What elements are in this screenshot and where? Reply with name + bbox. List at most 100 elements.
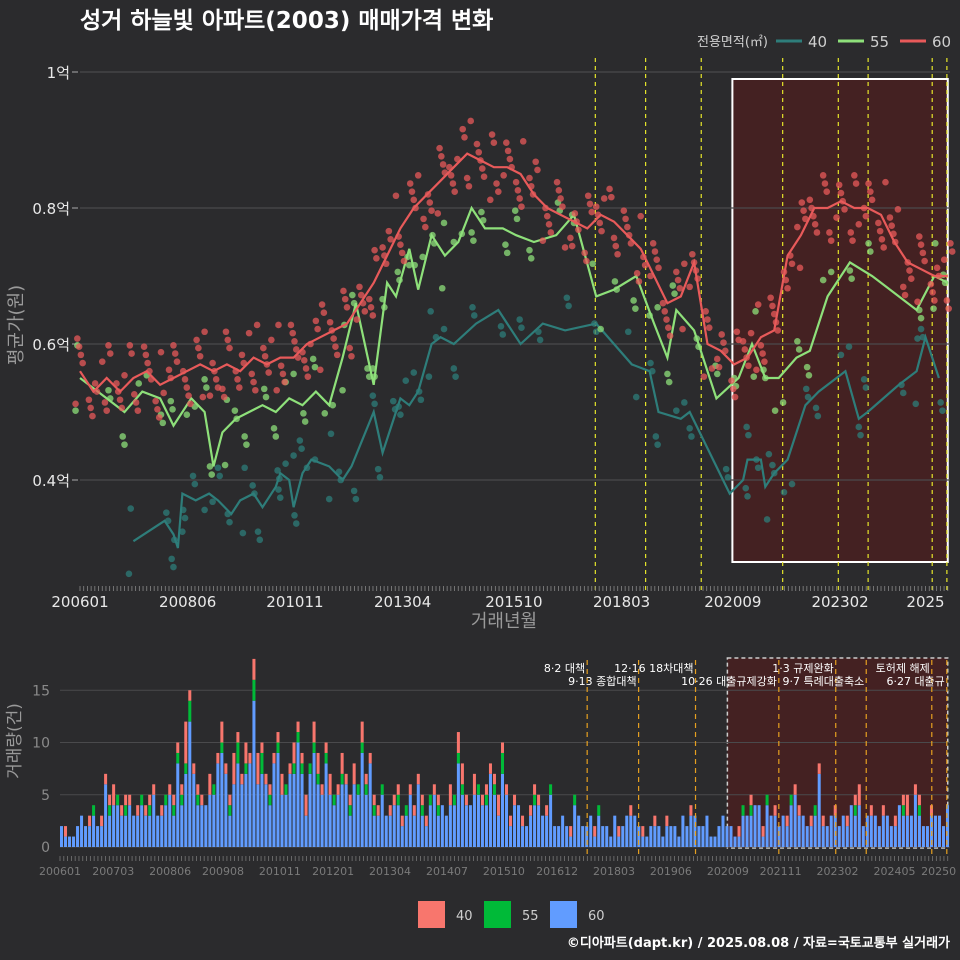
volume-bar-55 <box>108 805 112 816</box>
trade-point-60 <box>666 332 674 340</box>
trade-point-60 <box>821 180 829 187</box>
trade-point-60 <box>75 343 83 351</box>
volume-bar-60 <box>765 805 769 847</box>
volume-bar-40 <box>264 773 268 785</box>
bottom-legend-key-40 <box>418 901 445 928</box>
trade-point-40 <box>352 495 360 503</box>
volume-bar-60 <box>320 794 324 847</box>
trade-point-60 <box>408 188 416 195</box>
volume-bar-60 <box>677 836 681 847</box>
trade-point-60 <box>769 302 776 310</box>
trade-point-60 <box>449 180 457 187</box>
trade-point-60 <box>620 207 628 215</box>
trade-point-60 <box>806 196 814 204</box>
volume-bar-55 <box>428 794 432 806</box>
volume-x-tick-label: 201304 <box>369 865 411 878</box>
trade-point-55 <box>511 207 519 215</box>
trade-point-60 <box>833 214 840 221</box>
x-tick-label: 201510 <box>485 593 542 611</box>
volume-bar-60 <box>176 763 180 847</box>
trade-point-60 <box>373 255 380 262</box>
trade-point-60 <box>187 400 194 408</box>
volume-bar-60 <box>180 805 184 847</box>
volume-bar-40 <box>809 815 813 827</box>
volume-bar-60 <box>561 815 565 847</box>
trade-point-40 <box>632 393 640 401</box>
volume-bar-55 <box>533 794 537 806</box>
trade-point-60 <box>132 399 140 406</box>
volume-bar-40 <box>893 815 897 827</box>
volume-bar-60 <box>328 794 332 847</box>
trade-point-60 <box>480 173 488 181</box>
volume-bar-40 <box>460 763 464 785</box>
x-tick-label: 200601 <box>51 593 108 611</box>
trade-point-60 <box>811 221 819 228</box>
trade-point-60 <box>855 221 863 228</box>
volume-bar-60 <box>136 815 140 847</box>
volume-bar-55 <box>420 805 424 816</box>
trade-point-60 <box>302 365 310 372</box>
trade-point-60 <box>385 227 393 235</box>
trade-point-60 <box>813 229 821 236</box>
volume-bar-60 <box>705 815 709 847</box>
trade-point-40 <box>788 480 796 488</box>
trade-point-60 <box>514 187 522 194</box>
trade-point-40 <box>325 495 333 503</box>
volume-bar-55 <box>340 773 344 785</box>
volume-y-tick-label: 0 <box>41 840 50 856</box>
volume-bar-60 <box>593 836 597 847</box>
trade-point-60 <box>196 352 204 360</box>
policy-annotation: 9·13 종합대책 <box>568 675 636 688</box>
trade-point-40 <box>369 392 377 399</box>
volume-bar-60 <box>64 836 68 847</box>
volume-bar-60 <box>529 815 533 847</box>
trade-point-60 <box>665 324 672 331</box>
volume-bar-60 <box>308 773 312 847</box>
trade-point-60 <box>234 376 241 383</box>
volume-bar-60 <box>673 826 677 847</box>
volume-bar-40 <box>320 784 324 795</box>
volume-bar-55 <box>749 805 753 816</box>
trade-point-60 <box>849 237 856 244</box>
trade-point-60 <box>917 241 925 249</box>
trade-point-60 <box>77 351 85 359</box>
volume-bar-55 <box>300 763 304 774</box>
trade-point-60 <box>144 359 151 367</box>
trade-point-60 <box>414 172 422 179</box>
trade-point-60 <box>326 318 334 326</box>
volume-bar-60 <box>460 794 464 847</box>
volume-bar-60 <box>188 721 192 847</box>
volume-bar-60 <box>88 826 92 847</box>
trade-point-60 <box>467 117 475 125</box>
trade-point-60 <box>876 227 884 235</box>
x-tick-label: 201803 <box>593 593 650 611</box>
volume-bar-60 <box>505 794 509 847</box>
trade-point-55 <box>290 370 297 378</box>
volume-bar-60 <box>124 815 128 847</box>
volume-bar-40 <box>412 805 416 816</box>
trade-point-60 <box>245 329 253 337</box>
trade-point-60 <box>689 250 696 258</box>
trade-point-60 <box>557 195 564 202</box>
volume-bar-55 <box>456 752 460 764</box>
volume-bar-60 <box>344 784 348 847</box>
trade-point-60 <box>733 328 741 336</box>
volume-x-tick-label: 202111 <box>760 865 802 878</box>
volume-bar-60 <box>312 752 316 847</box>
volume-bar-60 <box>472 794 476 847</box>
trade-point-60 <box>534 166 541 174</box>
volume-bar-60 <box>152 794 156 847</box>
trade-point-55 <box>932 240 939 247</box>
volume-bar-60 <box>941 826 945 847</box>
volume-bar-40 <box>144 805 148 816</box>
volume-bar-40 <box>208 773 212 795</box>
volume-bar-60 <box>140 805 144 847</box>
trade-point-60 <box>220 393 228 401</box>
trade-point-40 <box>516 316 523 323</box>
trade-point-60 <box>206 392 214 399</box>
trade-point-60 <box>608 193 615 201</box>
y-axis-label: 평균가(원) <box>6 285 27 365</box>
trade-point-60 <box>506 155 514 163</box>
volume-bar-55 <box>549 784 553 795</box>
